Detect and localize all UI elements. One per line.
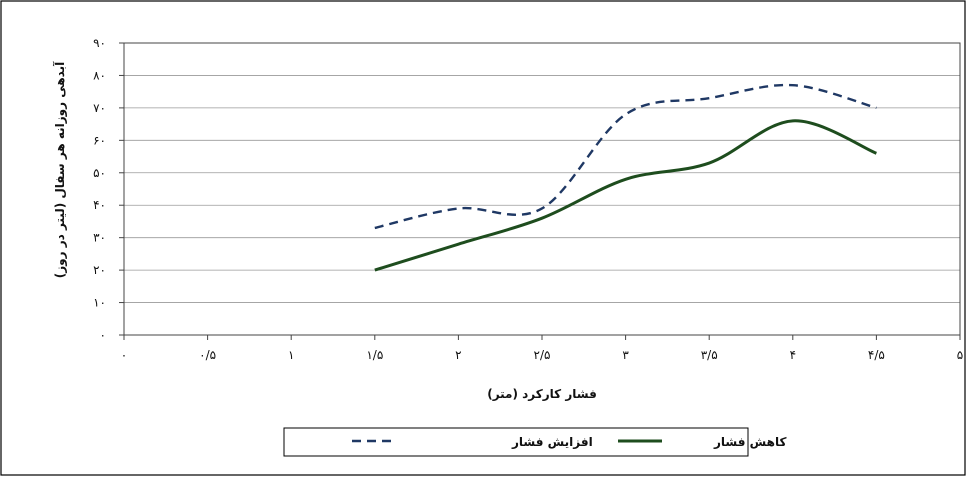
series-1-point-3: [623, 177, 628, 182]
series-1-point-4: [707, 161, 712, 166]
legend: افزایش فشار کاهش فشار: [283, 427, 786, 457]
series-0-point-5: [790, 83, 795, 88]
y-tick-label-9: ۹۰: [93, 36, 106, 50]
y-tick-label-1: ۱۰: [93, 296, 106, 310]
x-tick-label-5: ۲/۵: [534, 348, 551, 362]
series-line-1: [374, 119, 877, 272]
y-tick-label-5: ۵۰: [93, 166, 106, 180]
series-line-0: [374, 83, 877, 230]
x-tick-label-6: ۳: [622, 348, 629, 362]
series-0-point-4: [707, 96, 712, 101]
y-tick-label-7: ۷۰: [93, 101, 106, 115]
y-tick-label-6: ۶۰: [93, 133, 106, 147]
gridlines: [124, 75, 960, 303]
x-tick-label-9: ۴/۵: [868, 348, 885, 362]
series-1-point-1: [456, 242, 461, 247]
series-1-point-5: [790, 118, 795, 123]
y-tick-label-2: ۲۰: [93, 263, 106, 277]
y-tick-label-8: ۸۰: [93, 68, 106, 82]
y-tick-label-0: ۰: [100, 328, 106, 342]
series-1-point-6: [874, 151, 879, 156]
series-0-point-1: [456, 206, 461, 211]
x-tick-label-8: ۴: [790, 348, 796, 362]
x-tick-label-2: ۱: [288, 348, 294, 362]
series-0-point-0: [372, 225, 377, 230]
x-tick-label-10: ۵: [957, 348, 963, 362]
x-tick-label-1: ۰/۵: [199, 348, 216, 362]
series-0-point-3: [623, 112, 628, 117]
x-tick-label-3: ۱/۵: [366, 348, 383, 362]
x-axis: ۰ ۰/۵ ۱ ۱/۵ ۲ ۲/۵ ۳ ۳/۵ ۴ ۴/۵ ۵: [121, 335, 963, 362]
series-0-point-2: [540, 206, 545, 211]
y-tick-label-3: ۳۰: [93, 231, 106, 245]
series-0-point-6: [874, 105, 879, 110]
series-1-point-2: [540, 216, 545, 221]
y-axis: ۰ ۱۰ ۲۰ ۳۰ ۴۰ ۵۰ ۶۰ ۷۰ ۸۰ ۹۰: [93, 36, 124, 342]
x-tick-label-4: ۲: [455, 348, 461, 362]
y-tick-label-4: ۴۰: [93, 198, 106, 212]
legend-box: [283, 427, 749, 457]
x-tick-label-7: ۳/۵: [701, 348, 718, 362]
x-axis-title: فشار کارکرد (متر): [487, 387, 597, 401]
series-1-point-0: [372, 268, 377, 273]
x-tick-label-0: ۰: [121, 348, 127, 362]
legend-label-decreasing: کاهش فشار: [713, 435, 786, 449]
series-lines: [372, 83, 879, 273]
legend-label-increasing: افزایش فشار: [511, 435, 593, 449]
y-axis-title: آبدهی روزانه هر سفال (لیتر در روز): [52, 61, 68, 278]
